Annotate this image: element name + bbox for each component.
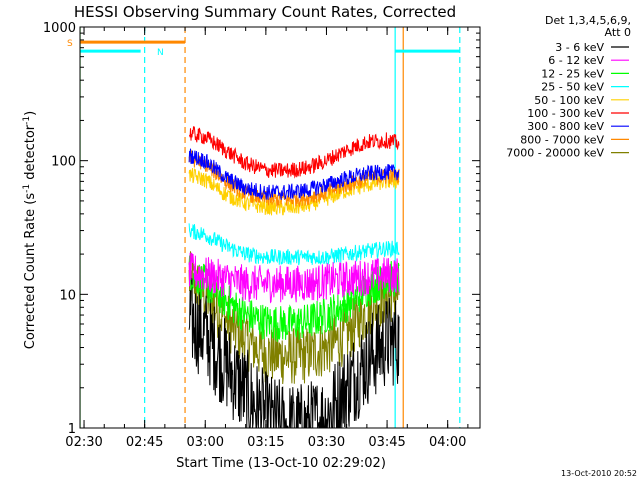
legend-label-2: 12 - 25 keV	[541, 67, 604, 80]
y-axis-label: Corrected Count Rate (s-1 detector-1)	[22, 111, 38, 349]
y-axis: 1 10 100 1000	[43, 21, 480, 437]
chart-title: HESSI Observing Summary Count Rates, Cor…	[74, 3, 456, 21]
x-tick-label-1: 02:45	[126, 435, 163, 450]
x-tick-label-2: 03:00	[187, 435, 224, 450]
legend-label-5: 100 - 300 keV	[527, 107, 604, 120]
x-axis-label: Start Time (13-Oct-10 02:29:02)	[176, 456, 386, 471]
legend-header-line2: Att 0	[605, 26, 631, 39]
series-line-6	[188, 148, 400, 200]
x-axis: 02:30 02:45 03:00 03:15 03:30 03:45 04:00	[65, 27, 469, 450]
x-tick-label-6: 04:00	[429, 435, 466, 450]
flag-label-n: N	[157, 48, 164, 58]
y-tick-label-3: 1000	[43, 21, 76, 36]
legend-label-1: 6 - 12 keV	[548, 54, 604, 67]
legend-label-0: 3 - 6 keV	[555, 41, 604, 54]
y-tick-label-0: 1	[68, 422, 76, 437]
legend-label-8: 7000 - 20000 keV	[506, 147, 604, 160]
y-tick-label-1: 10	[59, 288, 76, 303]
x-tick-label-3: 03:15	[247, 435, 284, 450]
series-line-5	[189, 125, 400, 179]
x-tick-label-4: 03:30	[308, 435, 345, 450]
legend-label-4: 50 - 100 keV	[534, 94, 604, 107]
x-tick-label-0: 02:30	[65, 435, 102, 450]
legend-header-line1: Det 1,3,4,5,6,9,	[545, 14, 631, 27]
series-line-3	[188, 223, 400, 266]
legend-label-7: 800 - 7000 keV	[520, 133, 604, 146]
footer-timestamp: 13-Oct-2010 20:52	[561, 469, 637, 478]
plot-border	[79, 26, 481, 429]
y-tick-label-2: 100	[51, 155, 76, 170]
series-line-0	[188, 277, 400, 428]
series-line-4	[188, 167, 400, 216]
plot-frame	[79, 26, 481, 429]
series-line-1	[188, 252, 400, 304]
legend-label-3: 25 - 50 keV	[541, 81, 604, 94]
flag-label-s: S	[67, 39, 73, 49]
x-tick-label-5: 03:45	[368, 435, 405, 450]
legend-label-6: 300 - 800 keV	[527, 120, 604, 133]
